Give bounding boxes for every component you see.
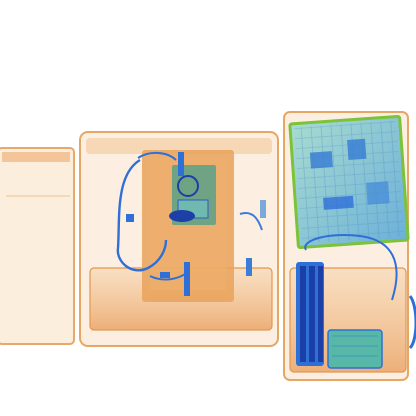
power-module (327, 329, 383, 369)
cable-right (239, 212, 263, 231)
cable-loop (304, 234, 398, 301)
zip-pull (260, 200, 266, 218)
right-edge-handle (408, 295, 416, 350)
plug-bottom-a (160, 272, 170, 278)
circuit-board (288, 114, 410, 250)
cable-left (116, 158, 168, 272)
battery-cell-3 (318, 266, 323, 362)
circuit-board-traces (294, 120, 404, 244)
chip-b (347, 138, 367, 160)
battery-cell-2 (309, 266, 315, 362)
middle-bag (79, 131, 279, 347)
left-bag (0, 147, 75, 345)
battery-pack (296, 262, 324, 366)
cable-top (137, 152, 177, 161)
plug-left (126, 214, 134, 222)
connector-lower (184, 262, 190, 296)
chip-c (323, 195, 354, 210)
right-bag (283, 111, 410, 381)
chip-a (309, 151, 333, 169)
clip-right (246, 258, 252, 276)
chip-d (366, 181, 390, 205)
dense-metal-object (169, 210, 195, 222)
power-module-lines (332, 335, 378, 357)
battery-cell-1 (300, 266, 306, 362)
device-circle (177, 175, 199, 197)
connector-vertical (178, 152, 184, 176)
left-bag-outline (0, 147, 75, 345)
left-bag-handle-strip (2, 152, 70, 162)
